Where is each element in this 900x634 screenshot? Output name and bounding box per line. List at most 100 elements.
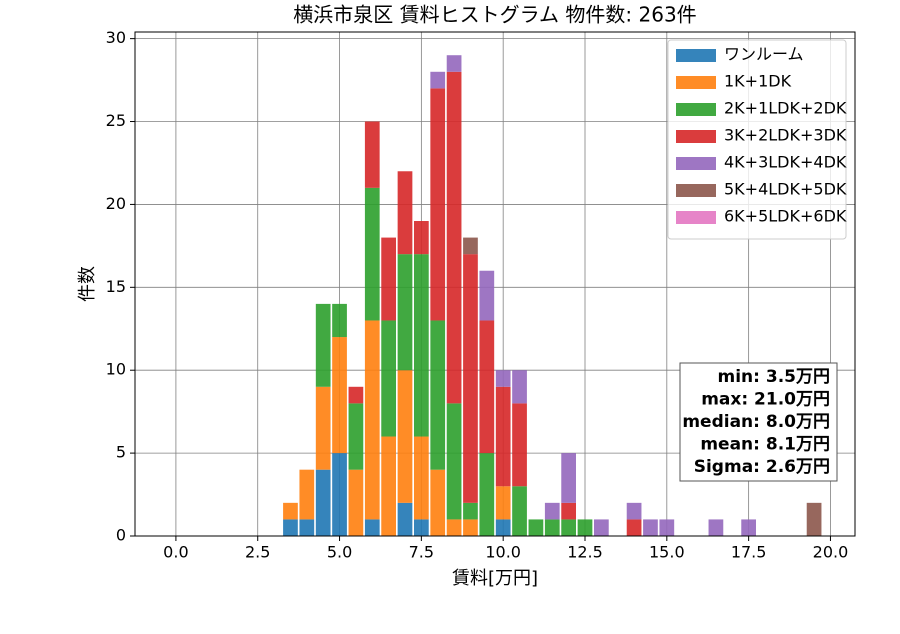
y-tick-label: 10 bbox=[106, 360, 126, 379]
bar bbox=[414, 436, 429, 520]
bar bbox=[463, 502, 478, 520]
y-axis-label: 件数 bbox=[77, 266, 98, 302]
bar bbox=[283, 502, 298, 520]
bar bbox=[315, 303, 331, 387]
y-tick-label: 25 bbox=[106, 111, 126, 130]
bar bbox=[544, 502, 560, 520]
bar bbox=[397, 502, 413, 536]
bar bbox=[594, 519, 609, 536]
bar bbox=[479, 270, 495, 321]
bar bbox=[495, 386, 511, 487]
x-tick-label: 15.0 bbox=[649, 543, 685, 562]
y-tick-label: 0 bbox=[116, 526, 126, 545]
bar bbox=[446, 403, 462, 520]
legend-label: 6K+5LDK+6DK bbox=[724, 207, 847, 226]
bar bbox=[528, 519, 544, 536]
bar bbox=[364, 187, 380, 321]
y-tick-label: 30 bbox=[106, 28, 126, 47]
legend-swatch bbox=[676, 76, 716, 89]
bar bbox=[430, 88, 446, 321]
x-tick-label: 7.5 bbox=[409, 543, 434, 562]
bar bbox=[315, 386, 331, 470]
bar bbox=[626, 519, 642, 536]
bar bbox=[283, 519, 298, 536]
bar bbox=[414, 254, 429, 437]
bar bbox=[544, 519, 560, 536]
legend-swatch bbox=[676, 49, 716, 62]
bar bbox=[577, 519, 593, 536]
legend-swatch bbox=[676, 157, 716, 170]
legend-label: 3K+2LDK+3DK bbox=[724, 126, 847, 145]
bar bbox=[561, 502, 576, 520]
bar bbox=[495, 486, 511, 520]
bar bbox=[806, 502, 822, 536]
bar bbox=[479, 320, 495, 454]
stats-frame bbox=[679, 362, 838, 482]
x-tick-label: 0.0 bbox=[163, 543, 188, 562]
legend-label: 1K+1DK bbox=[724, 72, 792, 91]
bar bbox=[332, 337, 347, 454]
chart-title: 横浜市泉区 賃料ヒストグラム 物件数: 263件 bbox=[293, 3, 696, 27]
bar bbox=[381, 436, 396, 536]
bar bbox=[315, 469, 331, 536]
bar bbox=[463, 254, 478, 503]
bar bbox=[348, 403, 364, 470]
legend-label: 5K+4LDK+5DK bbox=[724, 180, 847, 199]
bar bbox=[446, 71, 462, 404]
legend-swatch bbox=[676, 211, 716, 224]
bar bbox=[348, 386, 364, 404]
bars bbox=[283, 55, 822, 536]
bar bbox=[463, 237, 478, 255]
x-tick-label: 12.5 bbox=[567, 543, 603, 562]
x-tick-label: 10.0 bbox=[485, 543, 521, 562]
stats-line: Sigma: 2.6万円 bbox=[694, 457, 830, 477]
legend: ワンルーム 1K+1DK 2K+1LDK+2DK 3K+2LDK+3DK 4K+3LDK… bbox=[667, 39, 847, 240]
bar bbox=[741, 519, 756, 536]
stats-line: median: 8.0万円 bbox=[682, 412, 830, 432]
legend-label: 4K+3LDK+4DK bbox=[724, 153, 847, 172]
bar bbox=[332, 303, 347, 338]
x-tick-label: 5.0 bbox=[327, 543, 352, 562]
plot-frame bbox=[134, 31, 856, 537]
stats-line: mean: 8.1万円 bbox=[700, 435, 830, 455]
bar bbox=[414, 519, 429, 536]
bar bbox=[430, 469, 446, 536]
bar bbox=[708, 519, 724, 536]
x-tick-label: 17.5 bbox=[731, 543, 767, 562]
bar bbox=[659, 519, 675, 536]
stats-line: min: 3.5万円 bbox=[718, 367, 830, 387]
bar bbox=[561, 519, 576, 536]
x-axis-label: 賃料[万円] bbox=[452, 568, 538, 589]
bar bbox=[561, 453, 576, 503]
legend-label: 2K+1LDK+2DK bbox=[724, 99, 847, 118]
bar bbox=[381, 320, 396, 437]
x-tick-label: 2.5 bbox=[245, 543, 270, 562]
bar bbox=[643, 519, 658, 536]
bar bbox=[397, 254, 413, 371]
bar bbox=[446, 519, 462, 536]
bar bbox=[299, 519, 315, 536]
bar bbox=[430, 320, 446, 470]
bar bbox=[626, 502, 642, 520]
bar bbox=[495, 370, 511, 387]
bar bbox=[364, 121, 380, 188]
bar bbox=[364, 320, 380, 520]
bar bbox=[463, 519, 478, 536]
bar bbox=[364, 519, 380, 536]
y-tick-label: 5 bbox=[116, 443, 126, 462]
bar bbox=[512, 370, 527, 404]
bar bbox=[495, 519, 511, 536]
legend-swatch bbox=[676, 103, 716, 116]
bar bbox=[332, 453, 347, 536]
legend-swatch bbox=[676, 130, 716, 143]
y-tick-label: 20 bbox=[106, 194, 126, 213]
bar bbox=[512, 486, 527, 536]
x-tick-label: 20.0 bbox=[813, 543, 849, 562]
bar bbox=[397, 171, 413, 255]
y-tick-label: 15 bbox=[106, 277, 126, 296]
bar bbox=[414, 221, 429, 255]
legend-swatch bbox=[676, 184, 716, 197]
legend-label: ワンルーム bbox=[724, 45, 804, 64]
